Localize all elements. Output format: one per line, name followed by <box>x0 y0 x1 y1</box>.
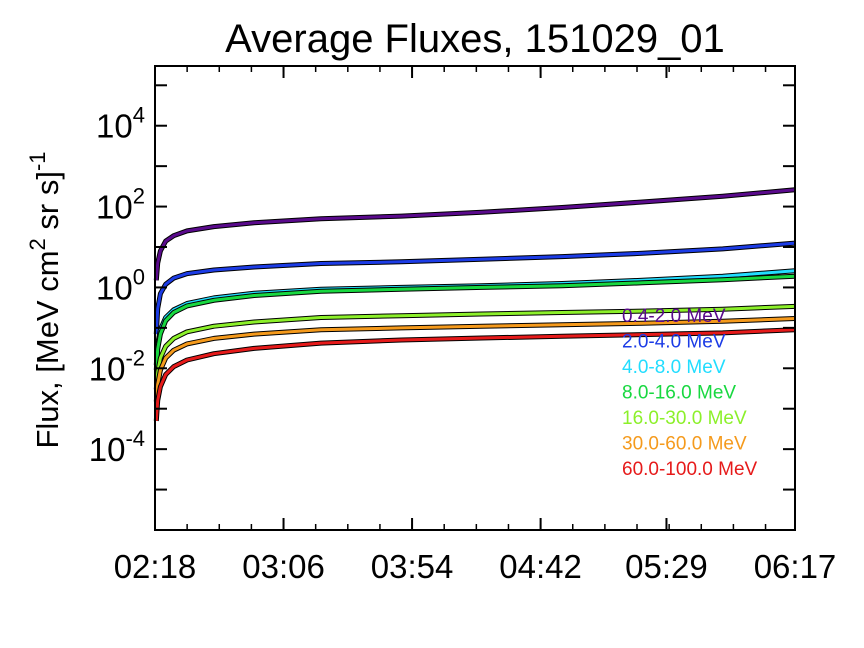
ticks-layer: 02:18 03:06 03:54 04:42 05:29 06:17 104 102 100 1… <box>89 66 837 585</box>
y-tick-label: 100 <box>96 264 145 306</box>
y-axis-label: Flux, [MeV cm2 sr s]-1 <box>25 151 65 448</box>
y-tick-label: 104 <box>96 103 145 145</box>
legend: 0.4-2.0 MeV 2.0-4.0 MeV 4.0-8.0 MeV 8.0-16.… <box>622 306 758 480</box>
legend-entry: 0.4-2.0 MeV <box>622 306 726 327</box>
legend-entry: 30.0-60.0 MeV <box>622 434 747 455</box>
x-tick-label: 02:18 <box>114 548 197 585</box>
legend-entry: 16.0-30.0 MeV <box>622 408 747 429</box>
y-tick-label: 10-2 <box>89 345 145 387</box>
x-tick-label: 05:29 <box>625 548 708 585</box>
legend-entry: 60.0-100.0 MeV <box>622 459 758 480</box>
series-line-1 <box>154 241 796 335</box>
legend-entry: 2.0-4.0 MeV <box>622 332 726 353</box>
x-tick-label: 03:54 <box>371 548 454 585</box>
y-label-main: Flux, [MeV cm <box>30 250 65 448</box>
x-tick-label: 04:42 <box>499 548 582 585</box>
x-tick-label: 06:17 <box>754 548 837 585</box>
y-label-sup: 2 <box>25 238 50 250</box>
legend-entry: 8.0-16.0 MeV <box>622 383 736 404</box>
series-layer <box>153 187 796 422</box>
plot-frame <box>154 65 796 531</box>
y-tick-label: 10-4 <box>89 426 145 468</box>
y-tick-label: 102 <box>96 184 145 226</box>
series-line-5 <box>154 317 796 402</box>
series-line-6 <box>154 328 796 422</box>
series-line-3 <box>154 274 796 371</box>
y-label-exp: -1 <box>25 151 50 171</box>
x-tick-label: 03:06 <box>242 548 325 585</box>
chart-title: Average Fluxes, 151029_01 <box>225 17 725 61</box>
series-line-4 <box>154 304 796 390</box>
legend-entry: 4.0-8.0 MeV <box>622 357 726 378</box>
y-label-rest: sr s] <box>30 171 65 238</box>
